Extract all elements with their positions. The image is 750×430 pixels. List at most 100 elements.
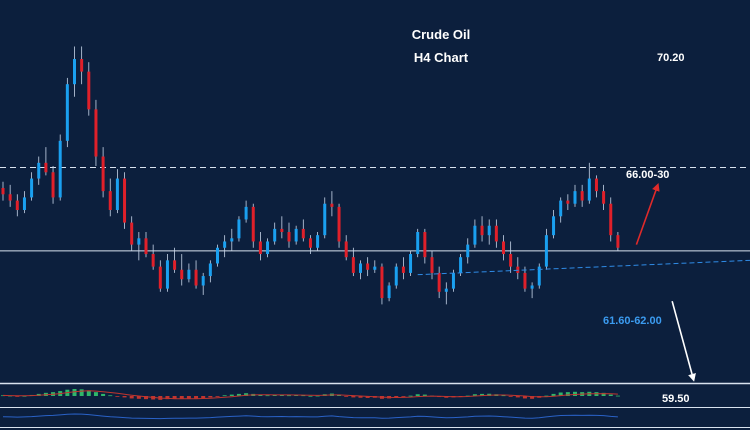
candle-bullish [444,288,448,292]
candle-bearish [51,172,55,198]
candle-bullish [394,266,398,286]
oscillator-bar [165,396,170,400]
oscillator-bar [258,394,263,396]
candle-bearish [344,241,348,258]
candle-bullish [473,225,477,245]
oscillator-pane [0,382,750,428]
oscillator-bar [558,392,563,396]
candle-bearish [94,109,98,157]
oscillator-bar [101,393,106,396]
candle-bearish [437,272,441,292]
candle-bullish [359,263,362,273]
candle-bullish [244,206,248,220]
candle-bullish [294,228,298,242]
oscillator-bar [86,390,91,396]
oscillator-bar [394,396,399,398]
candle-bearish [194,269,198,286]
oscillator-bar [215,396,220,397]
oscillator-bar [172,396,177,399]
candle-bearish [44,162,48,173]
candle-bearish [594,178,598,192]
oscillator-bar [144,396,148,400]
candle-bearish [523,272,527,289]
oscillator-bar [522,396,527,399]
oscillator-bar [129,396,134,399]
candle-bearish [301,228,305,239]
candle-bullish [451,272,455,289]
oscillator-bar [401,396,406,397]
oscillator-bar [337,394,342,396]
candle-bearish [287,232,291,242]
candle-bearish [580,191,584,201]
candle-bearish [330,203,334,207]
chart-title: Crude Oil [412,27,471,42]
oscillator-bar [544,395,549,397]
bullish-arrow [635,182,660,245]
oscillator-bar [136,396,141,399]
oscillator-bar [272,394,277,396]
candle-bearish [609,203,613,236]
oscillator-bar [573,391,577,396]
price-pane [0,46,750,382]
candle-bearish [251,206,255,242]
candle-bearish [108,191,112,211]
candle-bullish [37,162,41,179]
candle-bearish [516,266,520,273]
oscillator-bar [201,396,206,399]
oscillator-signal-line [2,390,618,400]
level-label-70-20: 70.20 [657,52,685,64]
candle-bullish [387,285,391,299]
oscillator-bar [236,393,241,396]
oscillator-bar [551,393,556,396]
candle-bullish [409,254,413,273]
candle-bullish [544,235,548,267]
oscillator-bar [565,392,570,396]
candle-bullish [273,228,277,242]
candle-bullish [266,241,270,255]
oscillator-bar [415,394,420,396]
candle-bearish [494,225,498,242]
oscillator-bar [615,395,620,397]
oscillator-bar [115,396,120,397]
oscillator-bar [179,396,184,399]
candle-bearish [502,241,505,255]
candle-bullish [22,197,26,211]
candle-bearish [123,178,127,223]
candle-bearish [380,266,384,299]
candle-bearish [80,59,84,72]
candle-bullish [487,225,491,236]
candle-bearish [173,260,177,270]
candle-bullish [466,244,470,258]
candle-bullish [201,276,205,286]
candle-bullish [552,216,556,236]
candle-bullish [459,257,463,273]
candle-bullish [237,219,241,239]
candle-bullish [373,266,377,270]
oscillator-bar [508,396,513,397]
oscillator-bar [501,395,506,397]
oscillator-bar [351,396,356,398]
oscillator-bar [108,395,113,397]
oscillator-bar [308,395,313,397]
oscillator-bar [294,395,299,396]
candle-bullish [187,269,191,280]
candle-bearish [308,238,312,248]
candle-bearish [401,266,405,273]
oscillator-bar [422,394,427,396]
support-label: 61.60-62.00 [603,315,662,327]
candle-bullish [573,191,577,204]
candle-bullish [30,178,34,198]
candle-bullish [58,140,62,198]
candle-bearish [258,241,262,255]
oscillator-bar [15,396,20,397]
candle-bullish [73,59,76,85]
oscillator-bar [93,392,98,396]
oscillator-bar [79,389,84,396]
oscillator-bar [472,394,477,396]
candle-bullish [115,178,119,211]
candle-bearish [480,225,484,236]
oscillator-bar [208,396,213,398]
oscillator-bar [229,394,234,396]
candle-bullish [223,241,227,248]
lower-indicator-line [2,413,618,420]
